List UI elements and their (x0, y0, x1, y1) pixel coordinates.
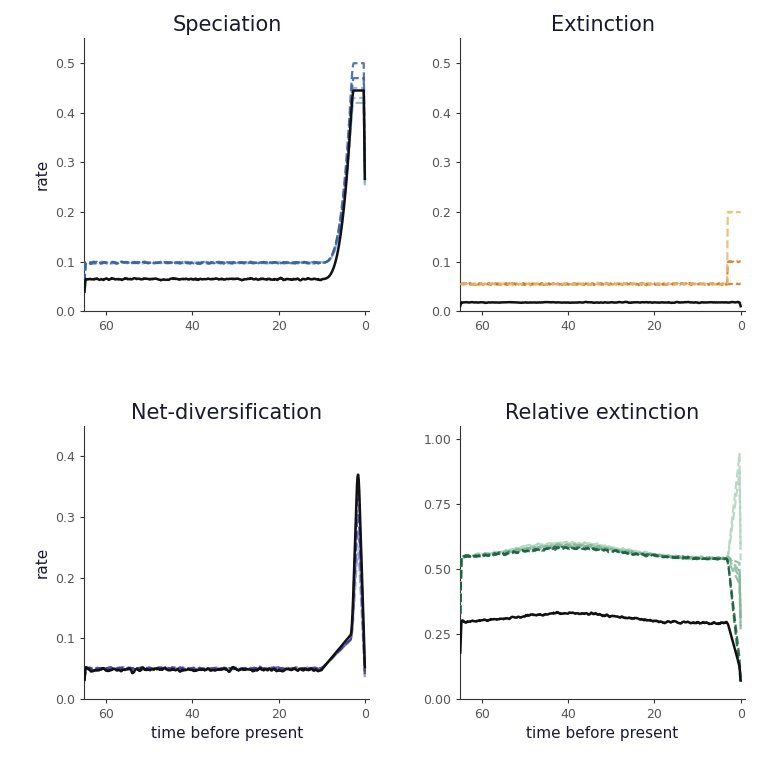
Title: Net-diversification: Net-diversification (131, 403, 323, 423)
X-axis label: time before present: time before present (527, 727, 679, 741)
Y-axis label: rate: rate (35, 159, 50, 190)
Y-axis label: rate: rate (35, 547, 50, 578)
Title: Extinction: Extinction (551, 15, 654, 35)
Title: Speciation: Speciation (172, 15, 282, 35)
Title: Relative extinction: Relative extinction (505, 403, 700, 423)
X-axis label: time before present: time before present (151, 727, 303, 741)
